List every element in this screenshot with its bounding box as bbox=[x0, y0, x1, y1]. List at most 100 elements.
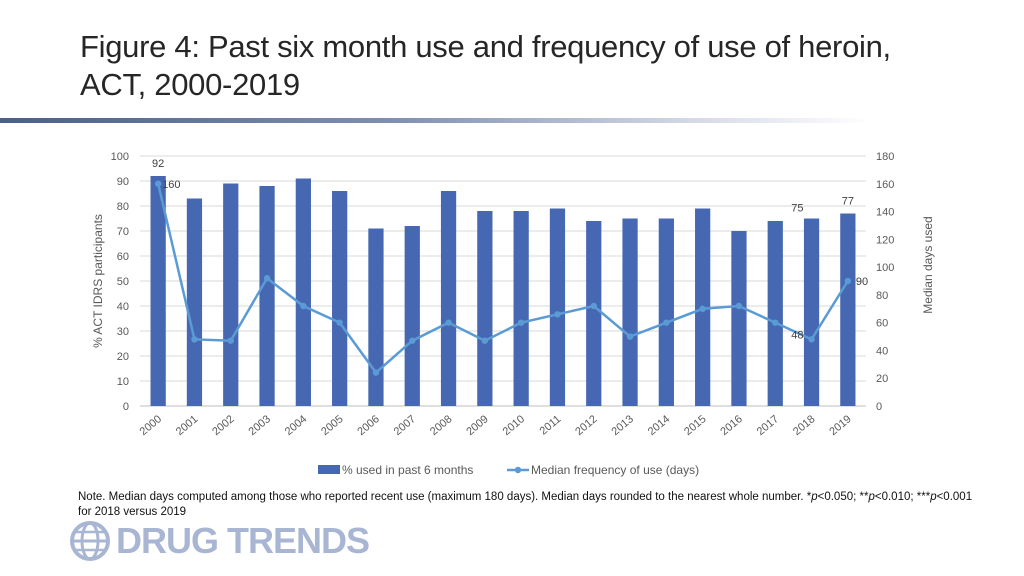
y2-tick-label: 0 bbox=[876, 401, 882, 413]
line-point bbox=[227, 337, 234, 344]
bar bbox=[368, 228, 384, 406]
line-point bbox=[336, 319, 343, 326]
x-tick-label: 2006 bbox=[355, 413, 381, 438]
bar bbox=[840, 213, 856, 406]
x-tick-label: 2000 bbox=[138, 413, 164, 438]
bar bbox=[658, 218, 674, 406]
bar bbox=[622, 218, 638, 406]
bar bbox=[295, 178, 311, 406]
x-tick-label: 2011 bbox=[538, 413, 564, 437]
note-mid2: <0.010; *** bbox=[874, 491, 931, 503]
legend-marker-line bbox=[514, 466, 522, 474]
line-point bbox=[626, 333, 634, 340]
y-tick-label: 80 bbox=[117, 201, 129, 213]
data-label: 77 bbox=[842, 196, 854, 208]
x-tick-label: 2010 bbox=[501, 413, 527, 438]
data-label: 90 bbox=[856, 276, 868, 288]
y2-tick-label: 100 bbox=[876, 262, 894, 274]
y2-tick-label: 80 bbox=[876, 290, 888, 302]
x-tick-label: 2016 bbox=[718, 413, 744, 438]
note-p2: p bbox=[868, 491, 875, 503]
line-point bbox=[844, 277, 852, 285]
line-point bbox=[590, 302, 597, 310]
line-point bbox=[154, 180, 162, 187]
title-divider bbox=[0, 118, 870, 123]
bar bbox=[404, 226, 420, 406]
data-label: 160 bbox=[162, 179, 180, 191]
y2-tick-label: 120 bbox=[876, 234, 894, 246]
x-tick-label: 2015 bbox=[682, 413, 708, 438]
globe-icon bbox=[70, 521, 110, 561]
y-tick-label: 100 bbox=[111, 151, 129, 163]
line-point bbox=[409, 337, 416, 344]
y-tick-label: 40 bbox=[117, 301, 129, 313]
x-tick-label: 2002 bbox=[210, 413, 236, 438]
legend-label-bar: % used in past 6 months bbox=[342, 463, 473, 477]
bar bbox=[477, 211, 493, 406]
note-p3: p bbox=[930, 491, 937, 503]
bar bbox=[803, 218, 820, 406]
data-label: 48 bbox=[791, 329, 803, 341]
y-tick-label: 50 bbox=[117, 276, 129, 288]
line-point bbox=[663, 319, 670, 326]
y2-tick-label: 40 bbox=[876, 345, 888, 357]
line-point bbox=[554, 311, 561, 318]
line-point bbox=[808, 336, 815, 343]
bar bbox=[223, 183, 239, 406]
line-point bbox=[263, 275, 271, 282]
bar bbox=[186, 198, 203, 406]
bar bbox=[586, 221, 602, 406]
legend-swatch-bar bbox=[318, 465, 340, 474]
y-tick-label: 0 bbox=[123, 401, 129, 413]
x-tick-label: 2003 bbox=[247, 413, 273, 438]
series-line bbox=[156, 183, 849, 375]
y-axis-title: % ACT IDRS participants bbox=[91, 214, 105, 348]
chart-note: Note. Median days computed among those w… bbox=[78, 490, 978, 520]
x-tick-label: 2012 bbox=[573, 413, 599, 438]
line-point bbox=[735, 302, 743, 310]
line-point bbox=[481, 337, 489, 344]
x-tick-label: 2019 bbox=[827, 413, 853, 438]
line-point bbox=[517, 319, 525, 326]
x-tick-label: 2004 bbox=[283, 413, 309, 438]
line-point bbox=[372, 369, 380, 376]
chart: 92 160 75 77 90 48 0 10 20 30 40 50 60 70 80 90 100 0 20 4… bbox=[91, 151, 935, 477]
y2-tick-label: 60 bbox=[876, 318, 888, 330]
bar bbox=[513, 211, 529, 406]
y2-tick-label: 180 bbox=[876, 151, 894, 163]
bar bbox=[259, 186, 275, 406]
y-tick-label: 10 bbox=[117, 376, 129, 388]
x-tick-label: 2007 bbox=[392, 413, 418, 438]
bar bbox=[332, 191, 348, 406]
y-tick-label: 60 bbox=[117, 251, 129, 263]
y-tick-label: 70 bbox=[117, 226, 129, 238]
bar bbox=[150, 176, 166, 406]
bar bbox=[767, 221, 783, 406]
line-point bbox=[772, 319, 779, 326]
legend-label-line: Median frequency of use (days) bbox=[531, 463, 699, 477]
data-label: 92 bbox=[152, 158, 164, 170]
logo-text: DRUG TRENDS bbox=[116, 520, 370, 561]
x-tick-label: 2014 bbox=[646, 413, 672, 438]
x-tick-label: 2005 bbox=[319, 413, 345, 438]
bar bbox=[549, 208, 566, 406]
y2-axis-title: Median days used bbox=[921, 216, 935, 313]
y2-tick-label: 140 bbox=[876, 207, 894, 219]
bar bbox=[440, 191, 457, 406]
y2-tick-label: 160 bbox=[876, 179, 894, 191]
note-suffix: <0.001 for 2018 versus 2019 bbox=[78, 491, 973, 518]
y-tick-label: 30 bbox=[117, 326, 129, 338]
data-label: 75 bbox=[791, 203, 803, 215]
y-tick-label: 90 bbox=[117, 176, 129, 188]
y2-tick-label: 20 bbox=[876, 373, 888, 385]
bar bbox=[731, 231, 747, 406]
x-tick-label: 2013 bbox=[610, 413, 636, 438]
x-tick-label: 2018 bbox=[791, 413, 817, 438]
x-tick-label: 2009 bbox=[464, 413, 490, 438]
y-tick-label: 20 bbox=[117, 351, 129, 363]
line-point bbox=[699, 305, 706, 312]
note-prefix: Note. Median days computed among those w… bbox=[78, 491, 812, 503]
line-point bbox=[300, 302, 307, 310]
x-tick-label: 2008 bbox=[428, 413, 454, 438]
note-p1: p bbox=[811, 491, 818, 503]
